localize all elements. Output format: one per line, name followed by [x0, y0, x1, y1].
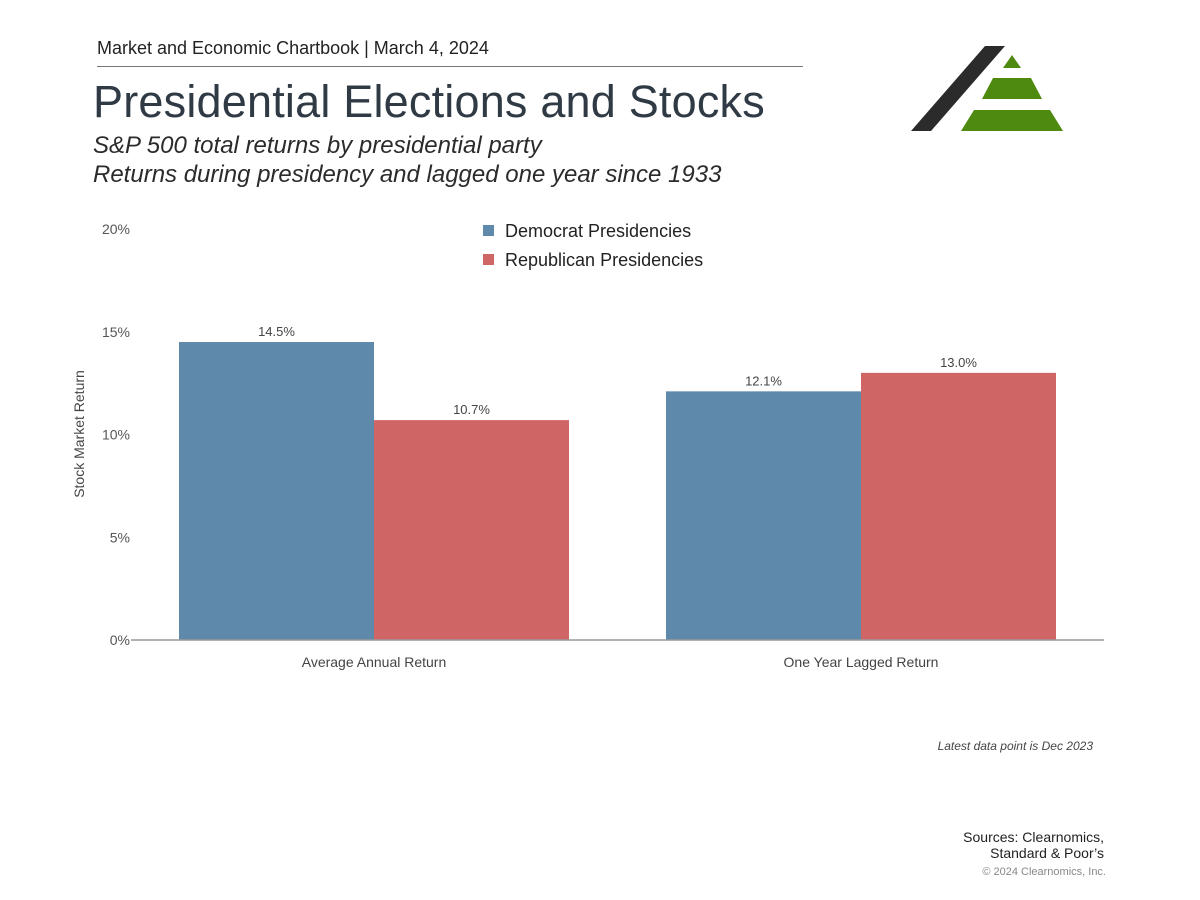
bar-value-label: 14.5%	[258, 324, 295, 339]
legend: Democrat Presidencies Republican Presiden…	[483, 221, 703, 270]
y-axis-ticks: 0% 5% 10% 15% 20%	[102, 221, 130, 648]
legend-swatch	[483, 225, 494, 236]
chartbook-header: Market and Economic Chartbook | March 4,…	[97, 38, 489, 58]
header-divider	[97, 66, 803, 67]
y-tick-label: 5%	[110, 529, 130, 545]
sources: Sources: Clearnomics, Standard & Poor’s	[963, 829, 1104, 861]
sources-line-1: Sources: Clearnomics,	[963, 829, 1104, 845]
bar-value-labels: 14.5% 10.7% 12.1% 13.0%	[258, 324, 977, 417]
clearnomics-logo-icon	[911, 46, 1063, 131]
logo-tier-top	[1003, 55, 1021, 68]
legend-label: Republican Presidencies	[505, 250, 703, 270]
y-tick-label: 10%	[102, 427, 130, 443]
bar-value-label: 10.7%	[453, 402, 490, 417]
bar-value-label: 12.1%	[745, 373, 782, 388]
subtitle-line-1: S&P 500 total returns by presidential pa…	[93, 132, 542, 159]
bar-democrat-2	[666, 391, 861, 640]
y-tick-label: 15%	[102, 324, 130, 340]
y-tick-label: 20%	[102, 221, 130, 237]
legend-label: Democrat Presidencies	[505, 221, 691, 241]
bar-republican-1	[374, 420, 569, 640]
bar-republican-2	[861, 372, 1056, 640]
sources-line-2: Standard & Poor’s	[990, 845, 1104, 861]
subtitle-line-2: Returns during presidency and lagged one…	[93, 161, 722, 188]
y-tick-label: 0%	[110, 632, 130, 648]
bars-group	[179, 342, 1056, 640]
page-title: Presidential Elections and Stocks	[93, 76, 765, 127]
logo-slash	[911, 46, 1005, 131]
bar-democrat-1	[179, 342, 374, 640]
logo-tier-bottom	[961, 110, 1063, 131]
y-axis-label: Stock Market Return	[71, 370, 87, 498]
x-axis-ticks: Average Annual Return One Year Lagged Ret…	[302, 654, 939, 670]
legend-swatch	[483, 254, 494, 265]
data-note: Latest data point is Dec 2023	[937, 739, 1093, 753]
logo-tier-middle	[982, 78, 1042, 99]
x-tick-label: One Year Lagged Return	[784, 654, 939, 670]
copyright: © 2024 Clearnomics, Inc.	[982, 866, 1106, 878]
x-tick-label: Average Annual Return	[302, 654, 447, 670]
bar-value-label: 13.0%	[940, 355, 977, 370]
